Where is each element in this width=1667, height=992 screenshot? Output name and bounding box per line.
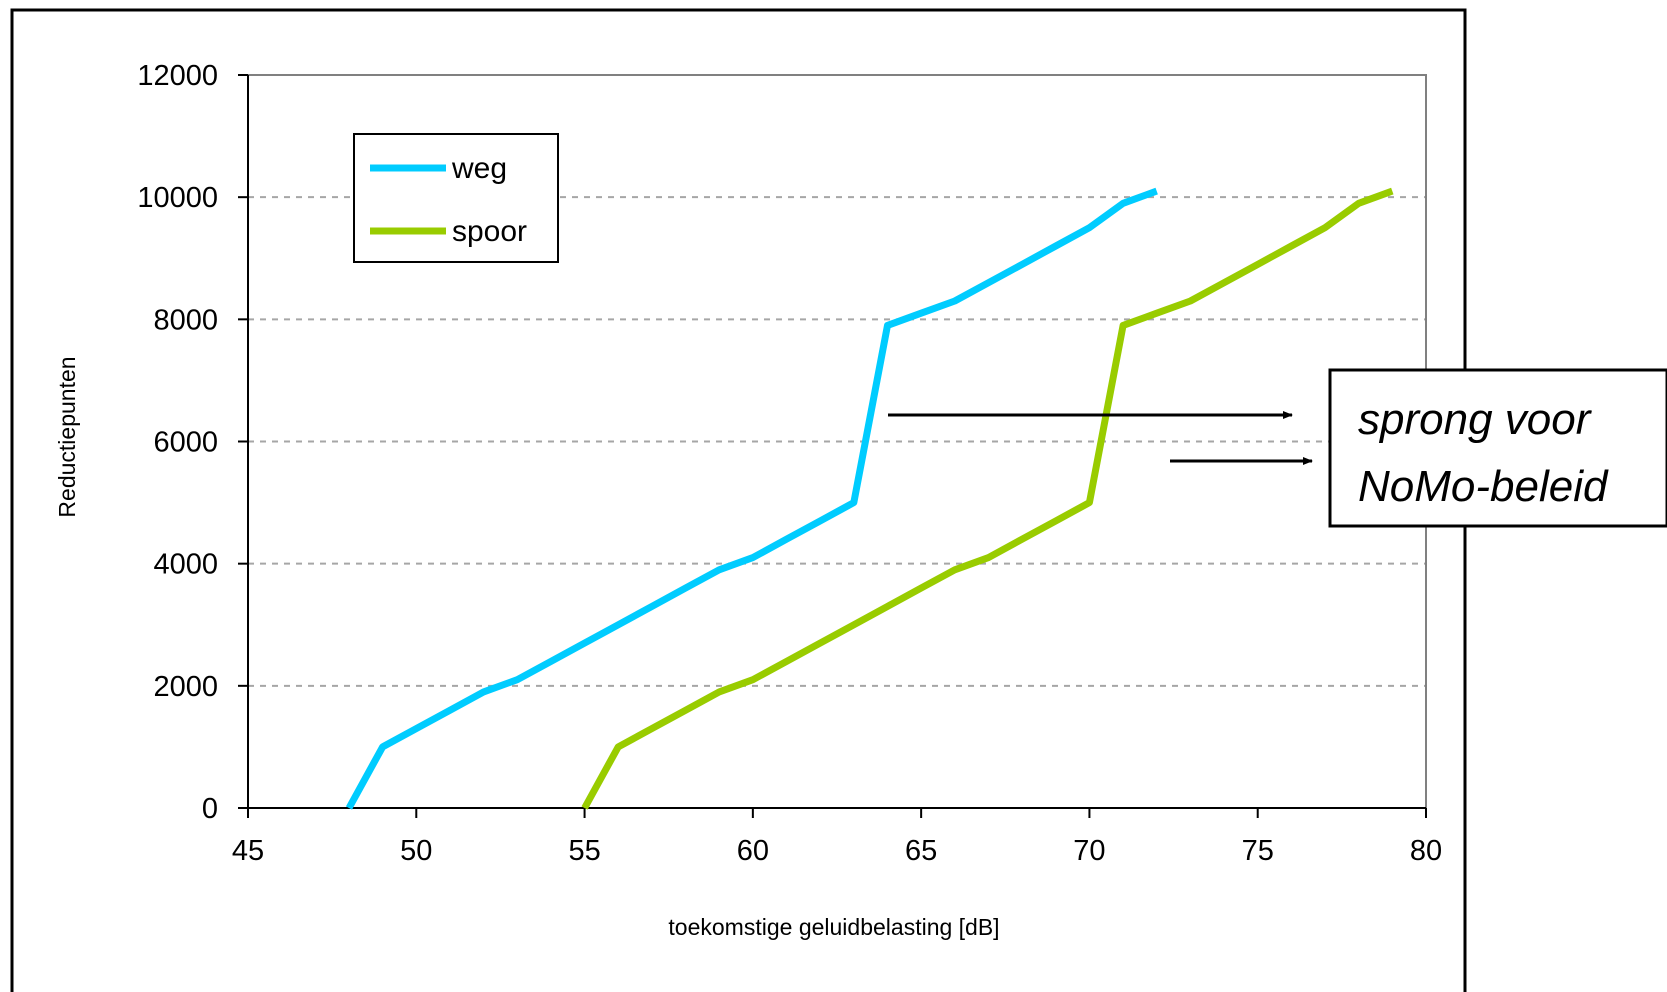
chart-frame [10, 8, 1467, 992]
legend-box [353, 133, 559, 263]
y-tick-label-12000: 12000 [137, 60, 218, 92]
series-line-spoor [581, 187, 1394, 810]
x-tick-label-60: 60 [737, 835, 769, 867]
legend-label-weg: weg [451, 152, 507, 185]
x-tick-labels: 45 50 55 60 65 70 75 80 [232, 835, 1442, 867]
x-tick-label-75: 75 [1242, 835, 1274, 867]
axes [238, 74, 1427, 818]
x-axis-title: toekomstige geluidbelasting [dB] [668, 914, 999, 940]
x-tick-label-65: 65 [905, 835, 937, 867]
x-tick-label-45: 45 [232, 835, 264, 867]
annotation-frame [1328, 368, 1667, 528]
y-tick-label-4000: 4000 [153, 549, 218, 581]
legend: weg spoor [353, 133, 559, 263]
series-lines [345, 187, 1394, 810]
y-tick-label-2000: 2000 [153, 671, 218, 703]
y-tick-label-0: 0 [202, 793, 218, 825]
annotation-line-2: NoMo-beleid [1358, 462, 1609, 511]
x-tick-label-55: 55 [568, 835, 600, 867]
y-tick-label-6000: 6000 [153, 427, 218, 459]
annotation-box: sprong voor NoMo-beleid [1328, 368, 1667, 528]
y-tick-label-10000: 10000 [137, 182, 218, 214]
y-axis-title: Reductiepunten [54, 356, 80, 517]
y-tick-labels: 0 2000 4000 6000 8000 10000 12000 [137, 60, 218, 825]
x-tick-label-70: 70 [1073, 835, 1105, 867]
annotation-line-1: sprong voor [1358, 395, 1593, 444]
legend-label-spoor: spoor [452, 215, 527, 248]
x-tick-label-50: 50 [400, 835, 432, 867]
x-tick-label-80: 80 [1410, 835, 1442, 867]
series-line-weg [345, 187, 1158, 810]
y-tick-label-8000: 8000 [153, 304, 218, 336]
